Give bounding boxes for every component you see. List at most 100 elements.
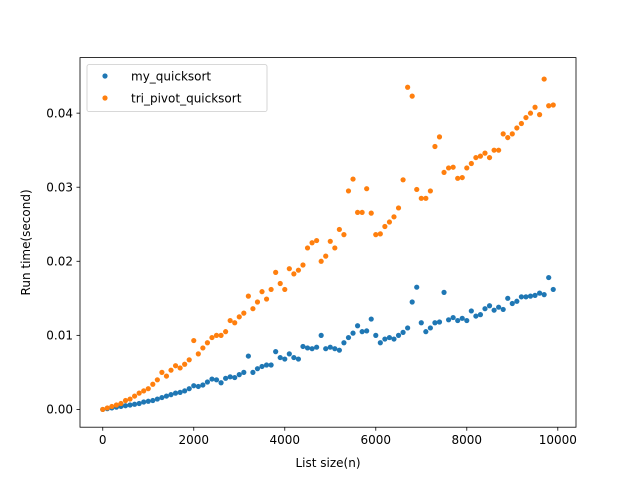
data-point bbox=[477, 312, 484, 318]
data-point bbox=[273, 349, 279, 355]
data-point bbox=[482, 150, 488, 156]
data-point bbox=[445, 317, 452, 323]
data-point bbox=[300, 343, 306, 350]
data-point bbox=[436, 134, 443, 140]
data-point bbox=[359, 209, 365, 216]
data-point bbox=[418, 195, 424, 201]
data-point bbox=[354, 209, 361, 216]
data-point bbox=[182, 388, 188, 394]
data-point bbox=[263, 362, 270, 368]
data-point bbox=[191, 337, 197, 344]
data-point bbox=[450, 164, 456, 170]
data-point bbox=[523, 294, 529, 300]
data-point bbox=[418, 320, 424, 326]
data-point bbox=[136, 390, 142, 396]
data-point bbox=[405, 84, 411, 90]
data-point bbox=[332, 346, 338, 352]
data-point bbox=[459, 315, 465, 321]
data-point bbox=[236, 314, 242, 320]
data-point bbox=[382, 223, 388, 230]
data-point bbox=[314, 237, 320, 244]
data-point bbox=[122, 397, 129, 404]
data-point bbox=[286, 351, 292, 357]
data-point bbox=[327, 344, 333, 350]
series-layer bbox=[100, 76, 556, 413]
data-point bbox=[127, 402, 133, 408]
data-point bbox=[377, 231, 383, 237]
data-point bbox=[373, 232, 379, 238]
data-point bbox=[382, 336, 388, 342]
data-point bbox=[232, 374, 238, 381]
data-point bbox=[427, 188, 433, 194]
data-point bbox=[200, 345, 206, 351]
data-point bbox=[309, 240, 315, 246]
data-point bbox=[486, 154, 493, 161]
data-point bbox=[491, 307, 497, 313]
data-point bbox=[177, 389, 183, 395]
data-point bbox=[509, 300, 515, 307]
data-point bbox=[209, 376, 215, 382]
data-point bbox=[195, 383, 201, 390]
data-point bbox=[341, 232, 347, 238]
data-point bbox=[141, 388, 147, 394]
data-point bbox=[304, 245, 311, 251]
data-point bbox=[213, 377, 220, 383]
data-point bbox=[441, 289, 447, 295]
data-point bbox=[300, 262, 306, 268]
data-point bbox=[546, 103, 552, 109]
y-tick-label: 0.04 bbox=[46, 106, 73, 120]
data-point bbox=[282, 356, 288, 362]
data-point bbox=[227, 317, 233, 324]
data-point bbox=[455, 175, 461, 181]
data-point bbox=[159, 394, 165, 401]
data-point bbox=[268, 286, 274, 293]
data-point bbox=[350, 176, 356, 182]
y-tick-label: 0.03 bbox=[46, 181, 73, 195]
data-point bbox=[477, 153, 484, 159]
data-point bbox=[468, 308, 474, 314]
data-point bbox=[436, 319, 443, 325]
data-point bbox=[132, 401, 138, 407]
data-point bbox=[291, 354, 297, 361]
data-point bbox=[127, 396, 133, 402]
data-point bbox=[100, 406, 106, 413]
data-point bbox=[473, 154, 479, 161]
data-point bbox=[395, 205, 402, 211]
data-point bbox=[295, 356, 302, 362]
data-point bbox=[241, 369, 247, 375]
data-point bbox=[218, 332, 224, 338]
x-axis: 0 2000 4000 6000 8000 10000 bbox=[99, 427, 577, 447]
data-point bbox=[364, 328, 370, 334]
data-point bbox=[409, 93, 415, 99]
x-axis-label: List size(n) bbox=[295, 456, 360, 470]
legend-marker-my-quicksort bbox=[102, 73, 108, 79]
data-point bbox=[286, 266, 292, 272]
data-point bbox=[295, 267, 302, 273]
data-point bbox=[546, 274, 552, 281]
data-point bbox=[518, 120, 524, 127]
data-point bbox=[391, 214, 397, 220]
data-point bbox=[473, 313, 479, 319]
data-point bbox=[541, 292, 547, 298]
data-point bbox=[250, 306, 256, 312]
data-point bbox=[168, 367, 174, 373]
data-point bbox=[172, 363, 179, 369]
data-point bbox=[500, 306, 506, 313]
data-point bbox=[204, 340, 211, 346]
data-point bbox=[227, 374, 233, 380]
y-axis: 0.00 0.01 0.02 0.03 0.04 bbox=[46, 106, 80, 417]
y-tick-label: 0.02 bbox=[46, 255, 73, 269]
data-point bbox=[464, 165, 470, 171]
data-point bbox=[518, 294, 524, 300]
data-point bbox=[218, 380, 224, 386]
data-point bbox=[268, 362, 274, 368]
plot-frame bbox=[79, 57, 577, 428]
data-point bbox=[532, 104, 538, 110]
data-point bbox=[172, 390, 179, 396]
data-point bbox=[550, 102, 556, 108]
data-point bbox=[277, 280, 283, 287]
data-point bbox=[159, 369, 165, 375]
data-point bbox=[273, 269, 279, 275]
data-point bbox=[368, 316, 374, 322]
data-point bbox=[377, 340, 383, 346]
